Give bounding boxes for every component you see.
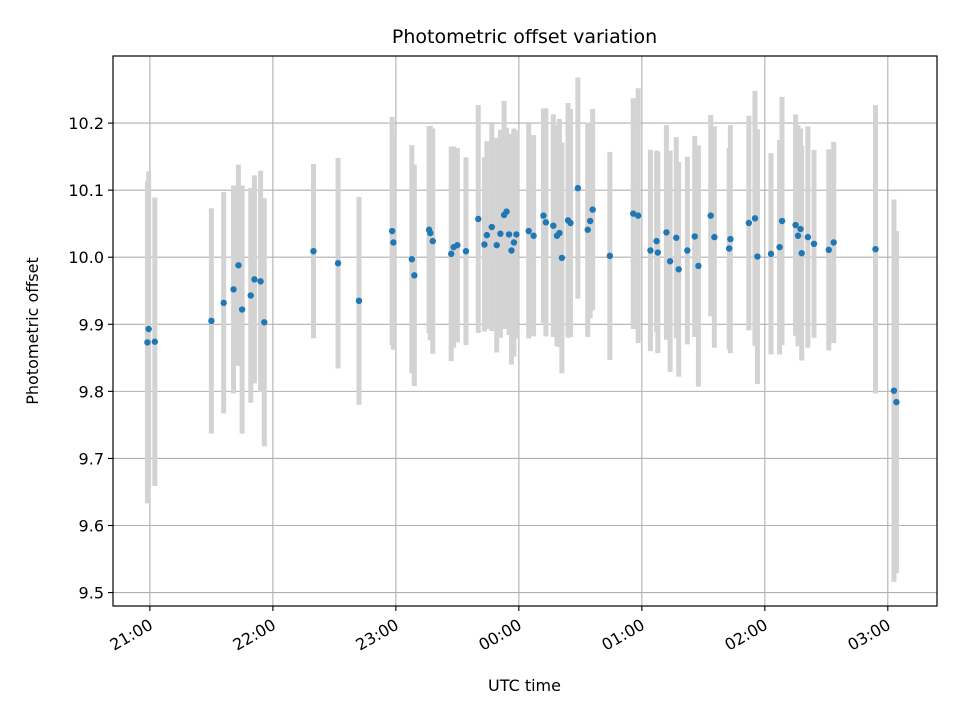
data-point — [589, 206, 596, 213]
data-point — [725, 245, 733, 252]
data-point — [872, 245, 879, 253]
data-point — [751, 215, 759, 222]
data-point — [663, 229, 670, 236]
data-point — [584, 226, 591, 233]
y-tick-label: 10.1 — [68, 181, 104, 200]
data-point — [510, 239, 518, 246]
data-point — [558, 254, 566, 262]
data-point — [630, 210, 637, 217]
data-point — [776, 243, 783, 251]
data-point — [666, 258, 674, 265]
data-point — [695, 262, 702, 270]
data-point — [220, 299, 227, 307]
data-point — [794, 232, 802, 239]
data-point — [388, 227, 396, 235]
data-point — [261, 319, 268, 326]
data-point — [238, 306, 246, 313]
data-point — [673, 234, 680, 241]
data-point — [647, 247, 654, 254]
data-point — [810, 240, 818, 248]
data-point — [151, 338, 159, 345]
data-point — [230, 286, 237, 293]
data-point — [540, 212, 547, 219]
data-point — [586, 217, 594, 225]
data-point — [247, 292, 254, 299]
data-point — [481, 241, 488, 248]
y-axis-label: Photometric offset — [23, 257, 42, 405]
data-point — [567, 219, 574, 227]
data-point — [550, 222, 557, 229]
data-point — [462, 247, 470, 255]
data-point — [778, 217, 786, 225]
data-point — [798, 249, 805, 257]
plot-frame — [112, 55, 938, 607]
data-point — [767, 250, 775, 258]
data-point — [684, 247, 691, 254]
data-point — [653, 237, 660, 245]
data-point — [574, 184, 582, 192]
data-point — [893, 398, 900, 406]
data-point — [825, 246, 832, 254]
data-point — [454, 241, 461, 249]
data-point — [488, 223, 495, 231]
data-point — [503, 208, 510, 215]
y-tick-label: 10.2 — [68, 114, 104, 133]
data-point — [654, 249, 662, 256]
data-point — [334, 260, 342, 267]
data-point — [711, 233, 718, 241]
data-point — [144, 339, 151, 346]
data-point — [745, 219, 753, 227]
data-point — [251, 276, 258, 283]
y-tick-label: 9.9 — [79, 315, 104, 334]
data-point — [804, 233, 812, 241]
data-point — [634, 212, 642, 219]
data-point — [390, 239, 397, 246]
data-point — [448, 250, 455, 258]
data-point — [556, 229, 563, 237]
y-tick-label: 9.8 — [79, 382, 104, 401]
data-point — [310, 247, 317, 255]
data-point — [890, 387, 898, 394]
data-point — [797, 225, 804, 233]
data-point — [606, 252, 614, 260]
data-point — [525, 227, 532, 235]
y-tick-label: 9.7 — [79, 449, 104, 468]
y-tick-label: 9.6 — [79, 517, 104, 536]
data-point — [208, 317, 215, 325]
data-points — [144, 184, 900, 406]
data-point — [429, 237, 436, 245]
data-point — [792, 221, 799, 229]
data-point — [355, 297, 363, 305]
x-axis-label: UTC time — [488, 676, 561, 695]
data-point — [508, 247, 515, 254]
y-tick-label: 9.5 — [79, 584, 104, 603]
data-point — [727, 235, 734, 243]
data-point — [513, 231, 520, 238]
data-point — [475, 215, 482, 223]
data-point — [427, 229, 434, 237]
data-point — [408, 256, 416, 263]
data-point — [497, 230, 504, 237]
data-point — [542, 219, 550, 226]
data-point — [505, 231, 513, 238]
data-point — [830, 239, 837, 246]
data-point — [411, 272, 418, 279]
data-point — [235, 262, 242, 269]
data-point — [530, 232, 537, 239]
y-axis-ticks: 9.5 9.6 9.7 9.8 9.9 10.0 10.1 10.2 — [68, 114, 113, 603]
data-point — [707, 212, 714, 219]
data-point — [691, 233, 698, 240]
chart-title: Photometric offset variation — [392, 26, 657, 48]
data-point — [754, 253, 761, 260]
data-point — [145, 325, 152, 333]
data-point — [493, 241, 500, 249]
data-point — [675, 266, 682, 273]
y-tick-label: 10.0 — [68, 248, 104, 267]
data-point — [483, 231, 491, 239]
data-point — [257, 278, 264, 285]
